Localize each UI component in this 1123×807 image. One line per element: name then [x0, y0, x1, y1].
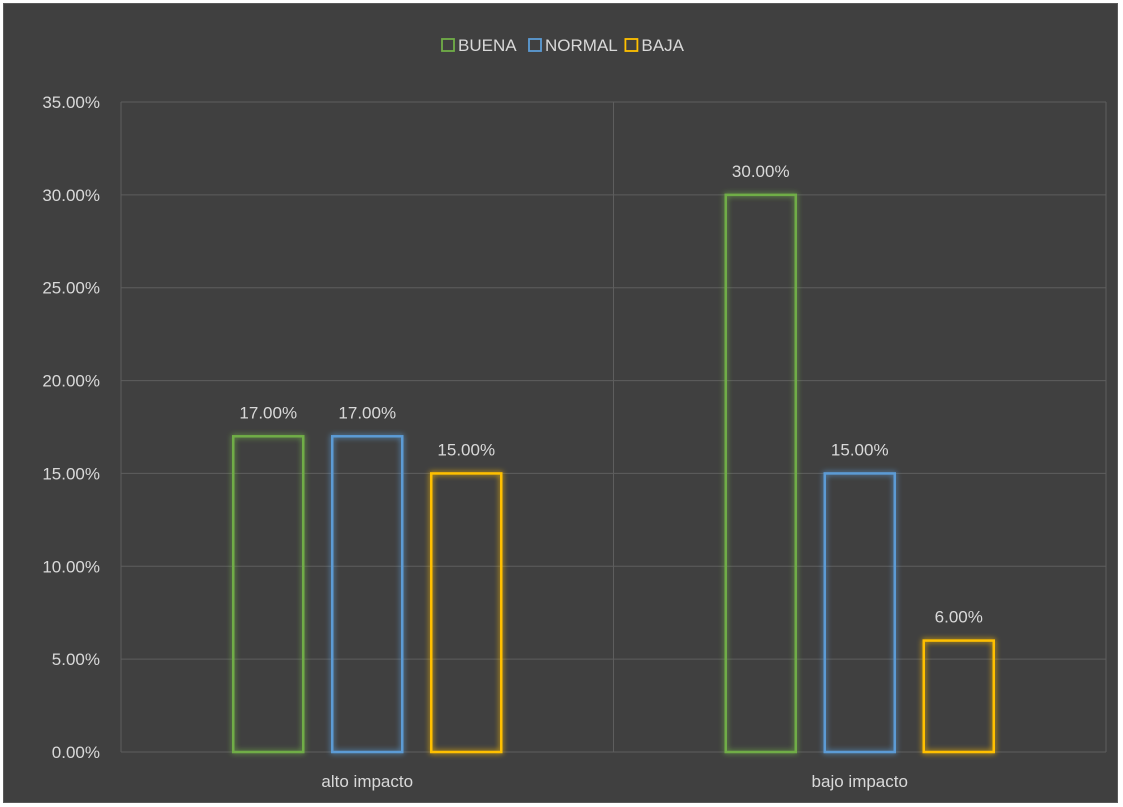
legend-swatch	[528, 38, 542, 52]
bars	[232, 193, 995, 754]
data-label: 15.00%	[437, 440, 495, 459]
y-tick-label: 15.00%	[42, 464, 100, 483]
y-tick-label: 25.00%	[42, 279, 100, 298]
gridlines	[120, 101, 1107, 753]
bar-buena	[724, 193, 797, 754]
x-category-label: bajo impacto	[812, 772, 908, 791]
legend-label: NORMAL	[545, 36, 618, 55]
bar-baja	[430, 472, 503, 754]
legend-label: BUENA	[458, 36, 517, 55]
bar-buena	[232, 435, 305, 754]
data-label: 17.00%	[239, 403, 297, 422]
x-axis: alto impacto bajo impacto	[321, 772, 908, 791]
legend-swatch	[441, 38, 455, 52]
data-labels: 17.00% 17.00% 15.00% 30.00% 15.00% 6.00%	[239, 162, 982, 627]
y-tick-label: 20.00%	[42, 372, 100, 391]
legend-item-normal: NORMAL	[528, 36, 618, 55]
y-tick-label: 10.00%	[42, 557, 100, 576]
data-label: 17.00%	[338, 403, 396, 422]
data-label: 15.00%	[831, 440, 889, 459]
bar-baja	[922, 639, 995, 754]
y-tick-label: 0.00%	[52, 743, 100, 762]
y-tick-label: 30.00%	[42, 186, 100, 205]
x-category-label: alto impacto	[321, 772, 413, 791]
legend-label: BAJA	[641, 36, 684, 55]
legend-swatch	[624, 38, 639, 52]
y-tick-label: 35.00%	[42, 93, 100, 112]
y-tick-label: 5.00%	[52, 650, 100, 669]
bar-normal	[823, 472, 896, 754]
y-axis: 0.00% 5.00% 10.00% 15.00% 20.00% 25.00% 30.00%…	[42, 93, 100, 762]
bar-chart: 0.00% 5.00% 10.00% 15.00% 20.00% 25.00% 30.00%…	[42, 36, 1107, 791]
data-label: 30.00%	[732, 162, 790, 181]
chart-area: 0.00% 5.00% 10.00% 15.00% 20.00% 25.00% 30.00%…	[3, 3, 1118, 803]
legend-item-baja: BAJA	[624, 36, 685, 55]
bar-normal	[331, 435, 404, 754]
legend-item-buena: BUENA	[441, 36, 517, 55]
legend: BUENA NORMAL BAJA	[441, 36, 685, 55]
data-label: 6.00%	[935, 608, 983, 627]
